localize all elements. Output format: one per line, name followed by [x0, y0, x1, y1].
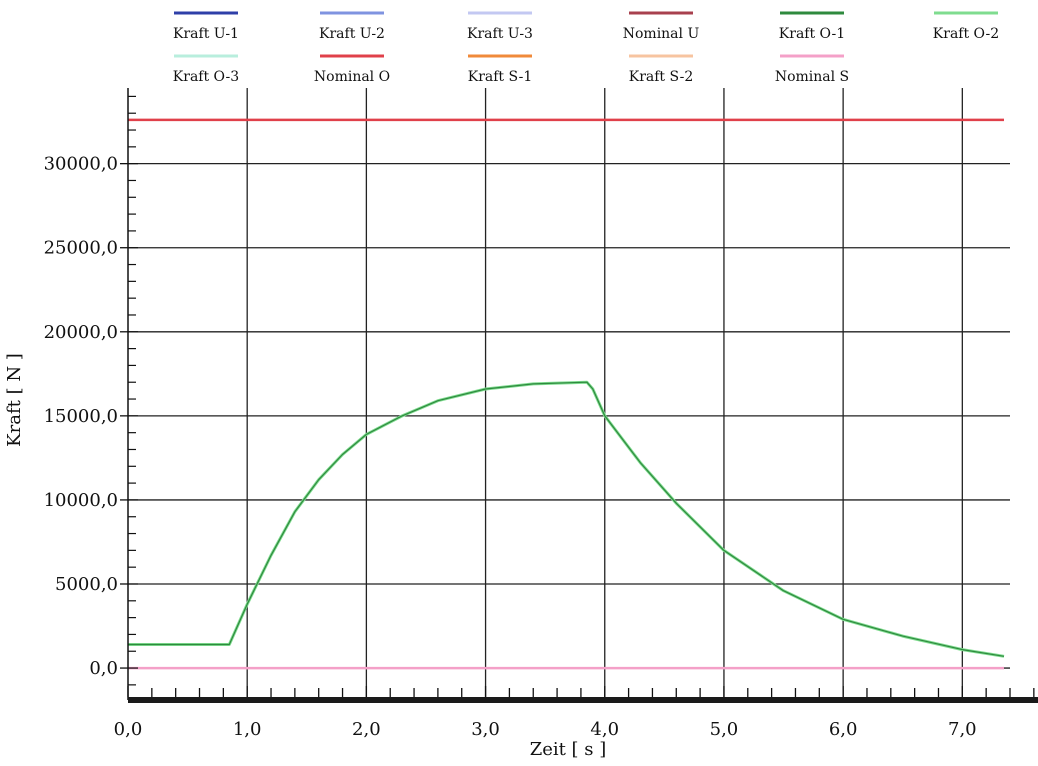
legend-label-kraft-u-3: Kraft U-3 [467, 26, 533, 42]
y-tick-label-4: 20000,0 [44, 322, 118, 343]
x-tick-label-1: 1,0 [233, 719, 262, 740]
legend-label-kraft-s-1: Kraft S-1 [468, 69, 533, 85]
y-tick-label-2: 10000,0 [44, 490, 118, 511]
legend-label-nominal-u: Nominal U [623, 26, 700, 42]
legend-label-kraft-s-2: Kraft S-2 [629, 69, 694, 85]
y-tick-label-1: 5000,0 [55, 574, 118, 595]
x-tick-label-2: 2,0 [352, 719, 381, 740]
y-tick-label-5: 25000,0 [44, 238, 118, 259]
y-tick-label-0: 0,0 [89, 658, 118, 679]
y-axis-title: Kraft [ N ] [4, 353, 25, 447]
x-tick-label-0: 0,0 [114, 719, 143, 740]
legend: Kraft U-1 Kraft U-2 Kraft U-3 Nominal U Kraf… [173, 11, 999, 85]
x-tick-label-3: 3,0 [471, 719, 500, 740]
x-tick-label-6: 6,0 [829, 719, 858, 740]
legend-label-kraft-u-1: Kraft U-1 [173, 26, 239, 42]
legend-label-nominal-o: Nominal O [314, 69, 390, 85]
x-axis-title: Zeit [ s ] [530, 739, 607, 760]
series-line-kraft-o-2 [128, 380, 1005, 658]
legend-label-kraft-u-2: Kraft U-2 [319, 26, 385, 42]
x-tick-label-5: 5,0 [710, 719, 739, 740]
axis-ticks: 0,0 1,0 2,0 3,0 4,0 5,0 6,0 7,0 0,0 5000,0 10000,0… [44, 95, 1035, 740]
plot-axes [127, 88, 1038, 703]
legend-label-kraft-o-3: Kraft O-3 [173, 69, 239, 85]
y-tick-label-3: 15000,0 [44, 406, 118, 427]
y-tick-label-6: 30000,0 [44, 154, 118, 175]
x-tick-label-7: 7,0 [948, 719, 977, 740]
legend-label-kraft-o-1: Kraft O-1 [779, 26, 845, 42]
plot-series [128, 118, 1005, 670]
legend-label-nominal-s: Nominal S [775, 69, 849, 85]
plot-grid [128, 88, 1010, 700]
x-tick-label-4: 4,0 [590, 719, 619, 740]
series-line-kraft-o-1 [128, 381, 1005, 657]
legend-label-kraft-o-2: Kraft O-2 [933, 26, 999, 42]
